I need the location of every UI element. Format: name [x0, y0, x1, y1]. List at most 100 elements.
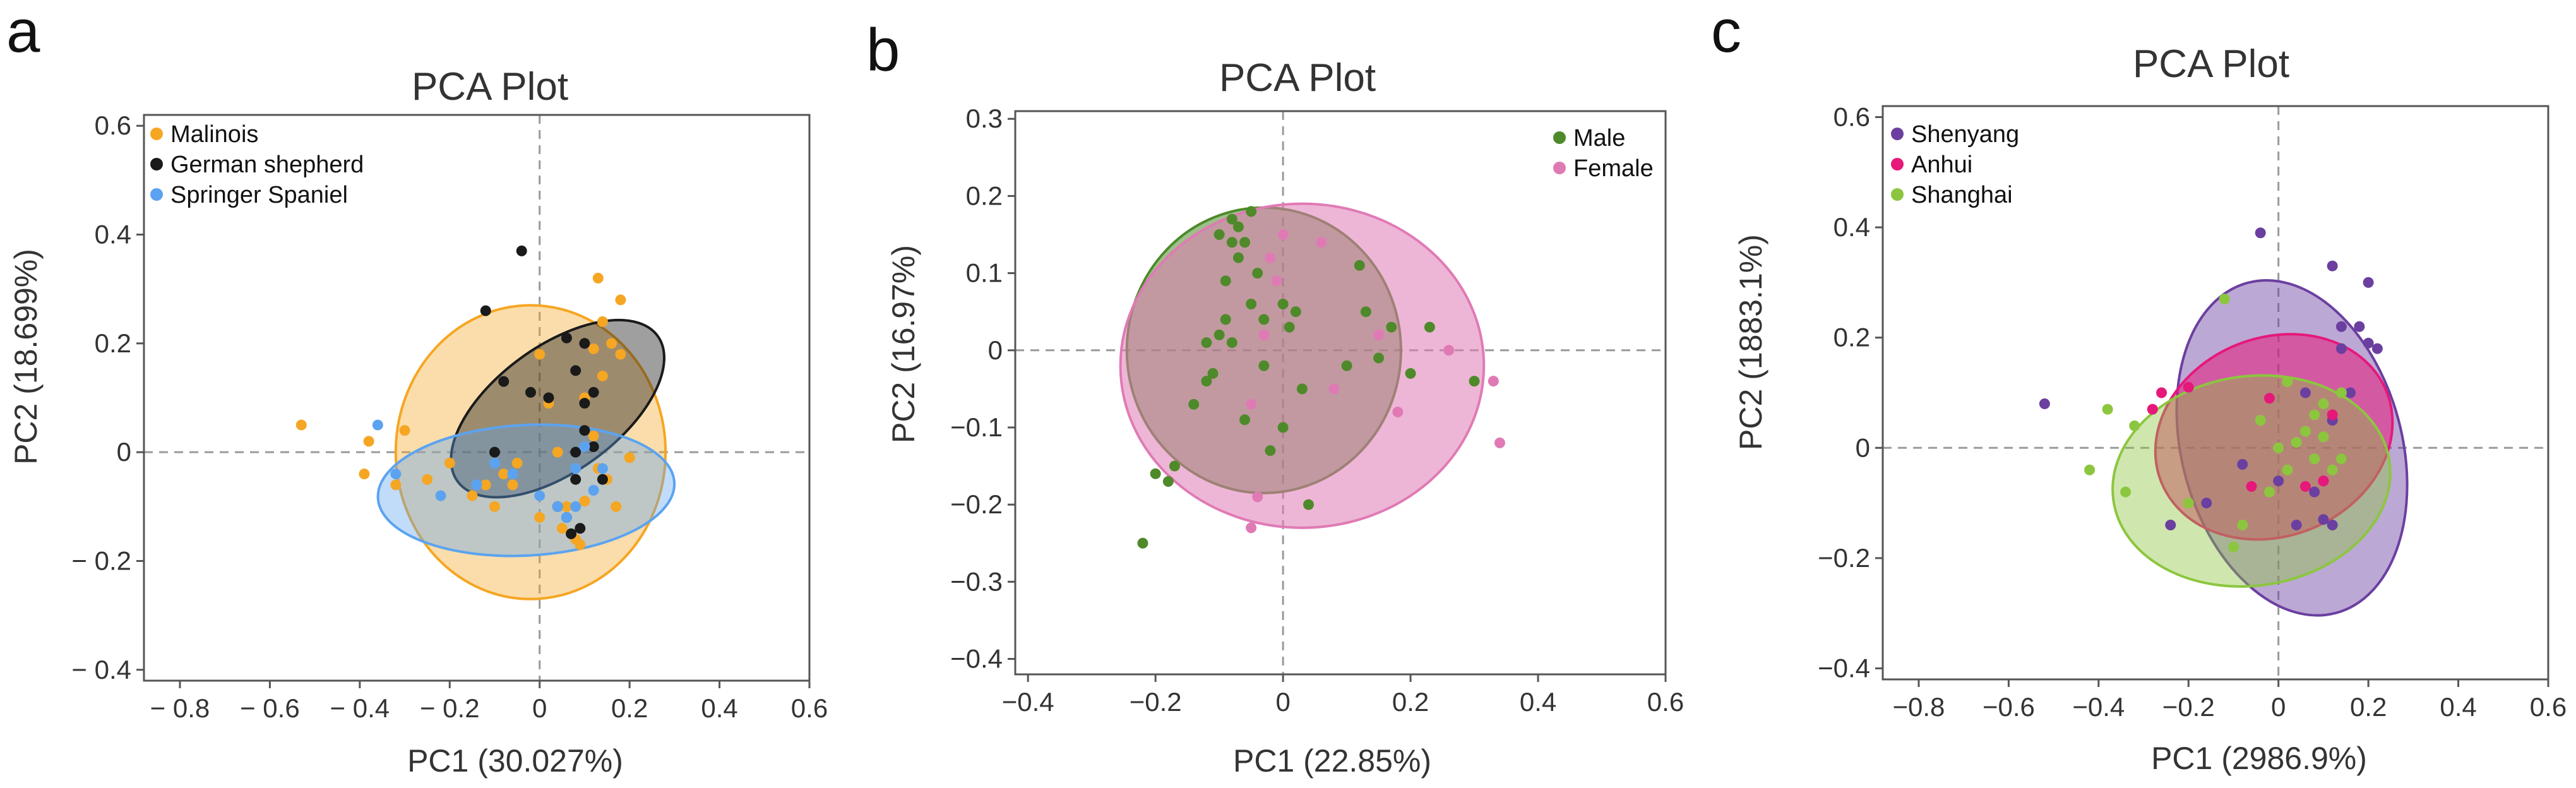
- data-point: [1246, 522, 1257, 534]
- confidence-ellipse-shanghai: [2111, 374, 2392, 588]
- data-point: [592, 272, 604, 284]
- data-point: [2291, 520, 2302, 531]
- data-point: [2263, 486, 2275, 498]
- confidence-ellipse-german-shepherd: [450, 318, 665, 499]
- y-tick-label: 0.2: [1834, 323, 1870, 352]
- y-axis-label-a: PC2 (18.699%): [8, 249, 44, 465]
- data-point: [1277, 422, 1289, 433]
- data-point: [1226, 337, 1237, 349]
- y-tick-label: 0: [117, 437, 131, 467]
- data-point: [1296, 383, 1308, 395]
- data-point: [1373, 329, 1385, 340]
- data-point: [1341, 360, 1352, 371]
- y-tick-label: −0.1: [950, 412, 1003, 442]
- data-point: [579, 441, 590, 453]
- data-point: [2327, 409, 2338, 421]
- chart-title-a: PCA Plot: [412, 65, 568, 109]
- data-point: [534, 512, 546, 523]
- data-point: [1392, 407, 1404, 418]
- data-point: [2165, 520, 2176, 531]
- data-point: [570, 463, 581, 474]
- data-point: [2327, 520, 2338, 531]
- data-point: [561, 512, 572, 523]
- x-tick-label: − 0.6: [240, 693, 300, 723]
- x-tick-label: 0.4: [701, 693, 737, 723]
- data-point: [579, 496, 590, 507]
- data-point: [1469, 376, 1480, 387]
- data-point: [570, 365, 581, 376]
- y-tick-label: 0: [988, 335, 1003, 365]
- data-point: [1246, 298, 1257, 309]
- data-point: [1232, 252, 1244, 263]
- data-point: [588, 430, 599, 441]
- data-point: [597, 371, 608, 382]
- data-point: [2129, 420, 2140, 431]
- x-tick-label: −0.2: [1130, 687, 1182, 717]
- data-point: [615, 349, 626, 360]
- confidence-ellipse-springer-spaniel: [376, 423, 676, 558]
- y-axis-label-c: PC2 (1883.1%): [1733, 234, 1768, 450]
- data-point: [570, 501, 581, 512]
- data-point: [2282, 464, 2293, 475]
- data-point: [480, 305, 491, 316]
- y-tick-label: 0.4: [95, 220, 131, 249]
- y-tick-label: −0.2: [1818, 543, 1870, 573]
- data-point: [480, 479, 491, 491]
- legend-label: Shenyang: [1911, 121, 2019, 148]
- data-point: [575, 539, 586, 551]
- data-point: [2120, 486, 2132, 498]
- data-point: [1220, 275, 1231, 287]
- data-point: [570, 446, 581, 458]
- data-point: [588, 484, 599, 496]
- data-point: [2084, 464, 2096, 475]
- y-tick-label: −0.4: [950, 644, 1003, 674]
- panel-letter-c: c: [1711, 0, 1741, 65]
- data-point: [2363, 277, 2374, 288]
- y-tick-label: 0.6: [1834, 102, 1870, 131]
- x-tick-label: 0: [1275, 687, 1290, 717]
- x-tick-label: −0.4: [1002, 687, 1054, 717]
- data-point: [489, 446, 500, 458]
- data-point: [561, 501, 572, 512]
- data-point: [498, 376, 510, 387]
- data-point: [1169, 460, 1180, 472]
- data-point: [399, 425, 410, 436]
- data-point: [579, 425, 590, 436]
- data-point: [561, 332, 572, 343]
- data-point: [2147, 403, 2158, 415]
- x-tick-label: 0.6: [1647, 687, 1684, 717]
- data-point: [1360, 306, 1371, 318]
- x-tick-label: −0.4: [2072, 692, 2125, 722]
- data-point: [2291, 437, 2302, 448]
- data-point: [507, 469, 518, 480]
- data-point: [511, 457, 523, 469]
- y-tick-label: 0.2: [95, 328, 131, 358]
- data-point: [2327, 260, 2338, 272]
- data-point: [1201, 337, 1212, 349]
- data-point: [2183, 498, 2194, 509]
- y-tick-label: − 0.4: [71, 655, 131, 684]
- data-point: [1246, 206, 1257, 217]
- data-point: [1201, 376, 1212, 387]
- data-point: [2309, 453, 2320, 465]
- panel-c: c PCA Plot PC1 (2986.9%) PC2 (1883.1%) −…: [1711, 0, 2567, 776]
- data-point: [1316, 237, 1327, 248]
- plot-frame: [1014, 110, 1667, 676]
- x-tick-label: 0.4: [2440, 692, 2476, 722]
- plot-frame: [143, 114, 811, 682]
- data-point: [2335, 321, 2347, 332]
- data-point: [1226, 213, 1237, 225]
- data-point: [1137, 537, 1148, 549]
- data-point: [2318, 475, 2329, 487]
- data-point: [489, 457, 500, 469]
- data-point: [498, 469, 510, 480]
- legend-label: Female: [1573, 155, 1654, 182]
- data-point: [1239, 414, 1251, 426]
- data-point: [1188, 398, 1200, 410]
- data-point: [543, 392, 554, 403]
- data-point: [1303, 499, 1315, 510]
- data-point: [1232, 221, 1244, 232]
- data-point: [1277, 298, 1289, 309]
- data-point: [390, 479, 402, 491]
- x-tick-label: 0.2: [611, 693, 648, 723]
